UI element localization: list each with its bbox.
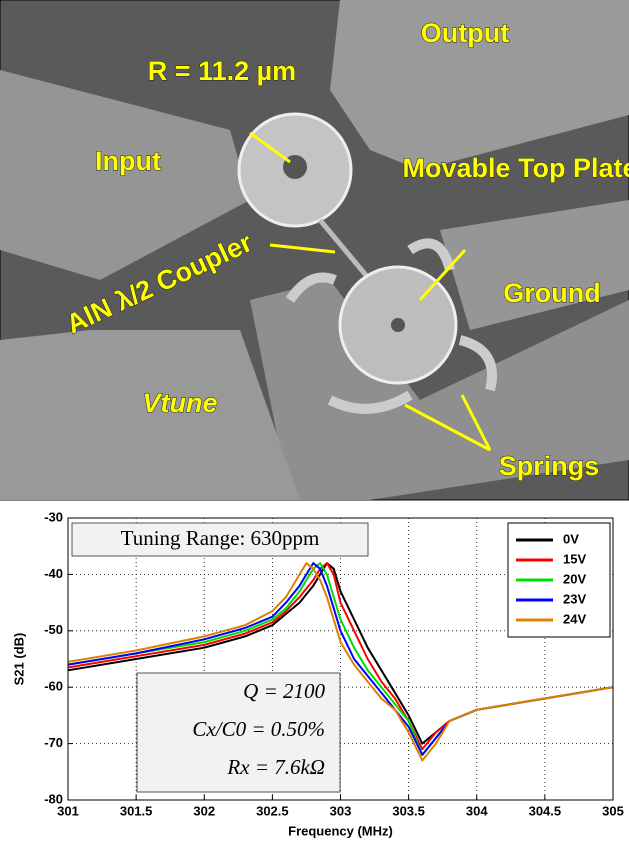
arrow — [269, 243, 336, 254]
legend-label: 23V — [563, 591, 586, 606]
electrode — [440, 200, 629, 330]
arrow — [404, 403, 491, 452]
series-line — [67, 562, 614, 762]
label-vtune: Vtune — [142, 388, 217, 418]
springs — [285, 238, 497, 414]
label-radius: R = 11.2 µm — [148, 56, 296, 86]
y-axis-label: S21 (dB) — [11, 633, 26, 686]
series-line — [67, 562, 614, 756]
y-tick-label: -60 — [44, 679, 63, 694]
y-tick-label: -40 — [44, 566, 63, 581]
x-tick-label: 303 — [330, 803, 352, 818]
coupler — [318, 218, 372, 282]
annotation: Tuning Range: 630ppm — [121, 526, 320, 550]
chart: 301 301.5 302 302.5 303 303.5 304 304.5 305 -80 -7… — [11, 509, 623, 838]
y-tick-label: -70 — [44, 735, 63, 750]
annotation: Cx/C0 = 0.50% — [192, 717, 325, 741]
label-input: Input — [95, 146, 161, 176]
x-tick-label: 301.5 — [120, 803, 153, 818]
annotation-box — [136, 672, 341, 793]
label-ground: Ground — [503, 278, 600, 308]
x-tick-label: 304.5 — [529, 803, 562, 818]
x-axis-label: Frequency (MHz) — [288, 823, 393, 838]
annotation: Q = 2100 — [243, 679, 325, 703]
x-tick-label: 304 — [466, 803, 488, 818]
x-tick-label: 302 — [193, 803, 215, 818]
sem-image: Output R = 11.2 µm Input Movable Top Pla… — [0, 0, 629, 501]
x-tick-label: 302.5 — [256, 803, 289, 818]
arrow — [460, 394, 492, 451]
x-tick-label: 301 — [57, 803, 79, 818]
electrode — [0, 330, 300, 500]
resonator-hole — [391, 318, 405, 332]
plot-frame — [67, 517, 614, 801]
legend-label: 20V — [563, 571, 586, 586]
legend-label: 24V — [563, 611, 586, 626]
legend-label: 0V — [563, 531, 579, 546]
electrode — [330, 0, 629, 170]
x-tick-label: 305 — [602, 803, 624, 818]
label-top-plate: Movable Top Plate — [402, 153, 629, 183]
y-tick-label: -30 — [44, 509, 63, 524]
y-tick-label: -80 — [44, 791, 63, 806]
x-tick-label: 303.5 — [392, 803, 425, 818]
label-output: Output — [421, 18, 509, 48]
series-line — [67, 562, 614, 751]
annotation: Rx = 7.6kΩ — [226, 755, 325, 779]
legend-label: 15V — [563, 551, 586, 566]
y-tick-label: -50 — [44, 622, 63, 637]
electrode — [0, 70, 250, 280]
arrow — [249, 131, 291, 164]
arrow — [418, 248, 467, 302]
label-springs: Springs — [499, 451, 600, 481]
annotation-box — [71, 522, 369, 557]
